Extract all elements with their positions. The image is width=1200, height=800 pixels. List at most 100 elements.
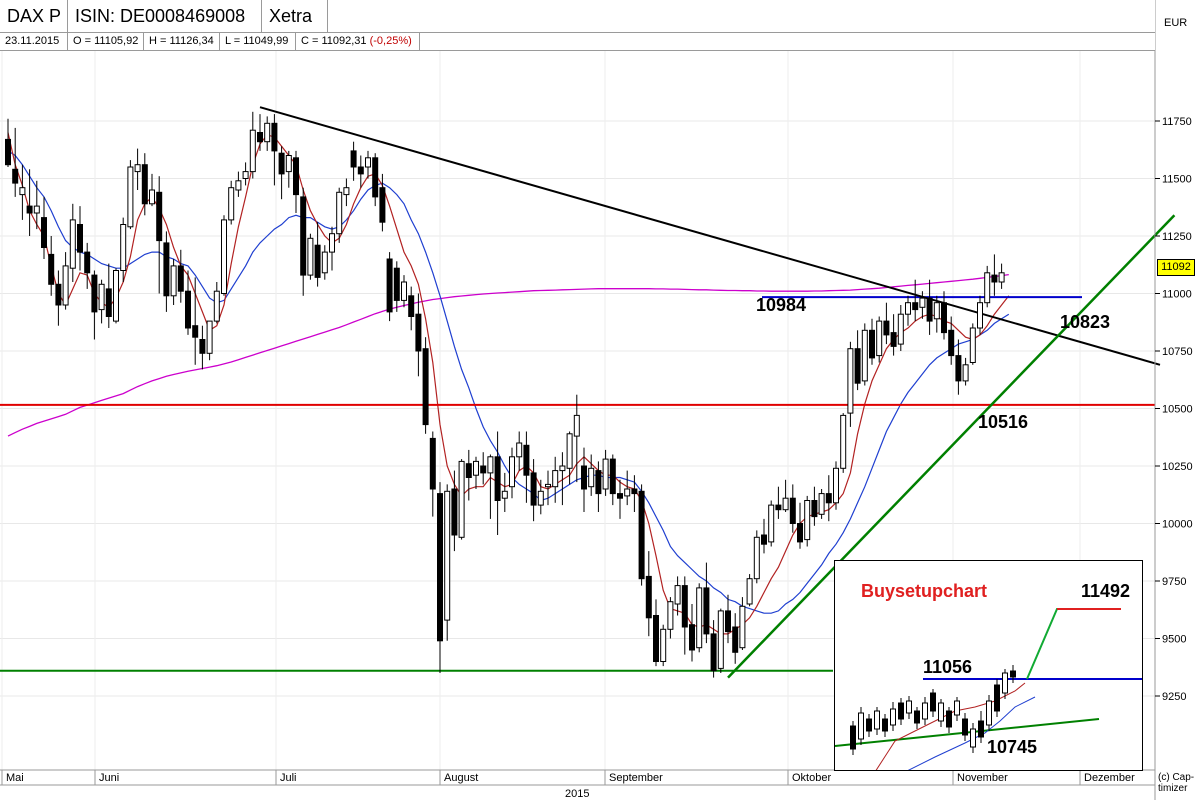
candlestick xyxy=(775,486,782,519)
candle-body xyxy=(451,488,458,536)
candlestick xyxy=(559,452,566,506)
candle-body xyxy=(365,157,371,168)
candle-body xyxy=(487,456,494,474)
candle-body xyxy=(494,456,501,501)
candlestick xyxy=(905,295,911,326)
candle-body xyxy=(811,500,818,518)
candlestick xyxy=(861,323,868,386)
candlestick xyxy=(948,316,955,365)
candle-body xyxy=(926,297,933,322)
candlestick xyxy=(199,325,206,370)
candlestick xyxy=(336,187,343,243)
candle-body xyxy=(134,164,141,173)
candlestick xyxy=(847,341,854,427)
candle-body xyxy=(674,585,681,605)
candle-body xyxy=(588,467,595,488)
candle-body xyxy=(314,244,321,278)
moving-average-short xyxy=(7,132,1010,635)
candle-body xyxy=(422,348,429,426)
candlestick xyxy=(624,470,631,506)
candlestick xyxy=(681,576,688,655)
candlestick xyxy=(545,470,551,506)
candlestick xyxy=(264,116,271,151)
candlestick xyxy=(55,270,62,326)
candlestick xyxy=(105,263,112,328)
candle-body xyxy=(77,224,83,253)
candle-body xyxy=(732,626,739,653)
label-10823: 10823 xyxy=(1060,312,1111,332)
candle-body xyxy=(905,302,911,315)
candle-body xyxy=(969,327,976,363)
candlestick xyxy=(206,320,213,361)
candle-body xyxy=(185,290,191,329)
candle-body xyxy=(667,601,674,630)
candlestick xyxy=(509,447,515,499)
y-tick-label: 9750 xyxy=(1162,576,1186,588)
candle-body xyxy=(818,493,825,515)
candlestick xyxy=(393,261,400,312)
candle-body xyxy=(573,414,580,437)
inset-candle-body xyxy=(850,725,856,750)
uptrend-line xyxy=(727,214,1176,679)
candlestick xyxy=(552,456,559,503)
candle-body xyxy=(41,217,47,249)
candlestick xyxy=(638,484,645,586)
candle-body xyxy=(242,171,249,180)
candlestick xyxy=(797,502,803,549)
candle-body xyxy=(249,129,256,173)
candlestick xyxy=(113,268,119,324)
candle-body xyxy=(206,320,213,354)
candle-body xyxy=(717,610,724,669)
candlestick xyxy=(451,470,458,552)
candlestick xyxy=(192,277,199,365)
candlestick xyxy=(307,233,314,280)
candle-body xyxy=(5,138,11,166)
x-axis: Mai Juni Juli August September Oktober Novembe… xyxy=(1,770,1135,800)
candlestick xyxy=(429,431,436,517)
label-10984: 10984 xyxy=(756,295,807,315)
candle-body xyxy=(638,490,645,580)
candlestick xyxy=(465,449,472,501)
candlestick xyxy=(732,613,739,664)
candlestick xyxy=(473,456,479,489)
candlestick xyxy=(12,127,19,197)
candlestick xyxy=(177,249,184,303)
candlestick xyxy=(480,452,487,485)
title-bar: DAX P ISIN: DE0008469008 Xetra xyxy=(0,0,1155,33)
candle-body xyxy=(473,460,479,476)
candlestick xyxy=(26,169,33,236)
candle-body xyxy=(228,187,235,221)
inset-candle-body xyxy=(906,700,912,714)
candlestick xyxy=(379,173,386,232)
candle-body xyxy=(977,302,983,329)
candlestick xyxy=(941,291,947,340)
y-axis: 9250 9500 9750 10000 10250 10500 10750 11000 112… xyxy=(1155,116,1193,703)
candle-body xyxy=(264,122,271,143)
inset-drawing xyxy=(835,608,1142,770)
candlestick xyxy=(833,461,839,510)
candle-body xyxy=(595,470,602,495)
candlestick xyxy=(235,171,242,197)
candlestick xyxy=(811,486,818,526)
candlestick xyxy=(753,530,760,584)
candle-body xyxy=(350,150,357,168)
candle-body xyxy=(163,242,170,297)
x-month-label: August xyxy=(444,772,478,784)
inset-candle-body xyxy=(922,702,928,720)
last-price-tag: 11092 xyxy=(1157,259,1195,276)
candle-body xyxy=(437,493,443,642)
y-tick-label: 11250 xyxy=(1162,231,1192,243)
candle-body xyxy=(300,196,307,276)
candle-body xyxy=(581,465,587,490)
candle-body xyxy=(465,463,472,479)
candle-body xyxy=(955,355,962,382)
candlestick xyxy=(919,291,926,319)
y-tick-label: 9250 xyxy=(1162,691,1186,703)
inset-projection-line xyxy=(1026,608,1121,680)
candlestick xyxy=(710,620,717,678)
inset-title: Buysetupchart xyxy=(861,581,988,601)
candle-body xyxy=(696,587,703,649)
candlestick xyxy=(293,150,299,213)
inset-candle-body xyxy=(994,684,1000,712)
candlestick xyxy=(998,263,1005,289)
